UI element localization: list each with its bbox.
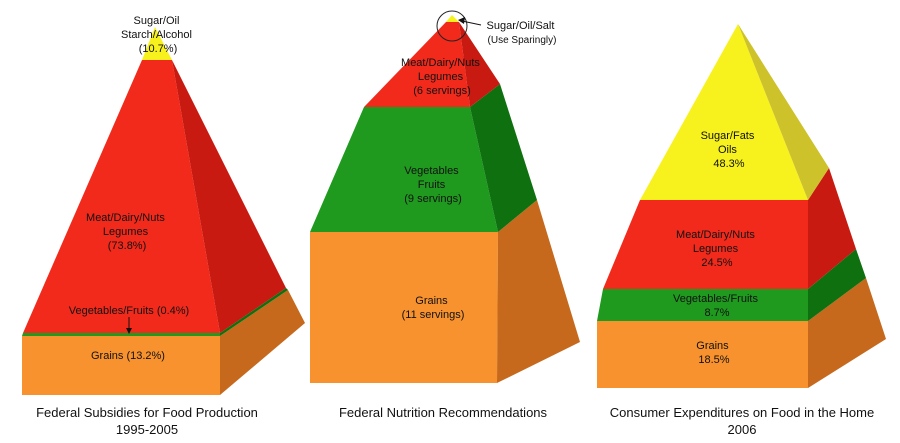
p2-sugar-circle: [436, 10, 468, 42]
p2-grains-label: Grains (11 servings): [402, 295, 465, 321]
p1-meat-label: Meat/Dairy/Nuts Legumes (73.8%): [86, 212, 168, 252]
p1-veg-label: Vegetables/Fruits (0.4%): [69, 305, 189, 317]
p3-meat-label: Meat/Dairy/Nuts Legumes 24.5%: [676, 229, 758, 269]
p1-veg-front: [22, 333, 220, 336]
p2-sugar-arrowhead: [458, 17, 465, 24]
pyramid-consumer-expenditures: Sugar/Fats Oils 48.3% Meat/Dairy/Nuts Le…: [597, 24, 886, 437]
p3-grains-front: [597, 321, 808, 388]
p3-sugar-front: [640, 24, 808, 200]
p3-caption-line1: Consumer Expenditures on Food in the Hom…: [610, 405, 874, 420]
p1-grains-label: Grains (13.2%): [91, 350, 165, 362]
p3-meat-front: [603, 200, 808, 289]
p1-meat-side: [172, 60, 286, 333]
p1-grains-side: [220, 290, 305, 395]
p1-sugar-tip: [142, 27, 172, 60]
p3-veg-label: Vegetables/Fruits 8.7%: [673, 293, 761, 319]
p3-grains-side: [808, 278, 886, 388]
p2-sugar-label: Sugar/Oil/Salt (Use Sparingly): [487, 20, 558, 46]
p3-sugar-label: Sugar/Fats Oils 48.3%: [701, 130, 758, 170]
p3-caption-line2: 2006: [728, 422, 757, 437]
p1-sugar-label: Sugar/Oil Starch/Alcohol (10.7%): [121, 15, 195, 55]
p3-meat-side: [808, 168, 856, 289]
p1-veg-arrowhead: [126, 328, 132, 334]
p3-veg-side: [808, 249, 866, 321]
p2-sugar-arrow: [461, 20, 482, 26]
p3-veg-front: [597, 289, 808, 321]
p1-veg-side: [220, 288, 288, 336]
p1-caption-line2: 1995-2005: [116, 422, 178, 437]
p2-meat-front: [364, 22, 470, 107]
pyramid-nutrition-recommendations: Sugar/Oil/Salt (Use Sparingly) Meat/Dair…: [310, 10, 580, 420]
p2-sugar-tip: [446, 15, 459, 22]
p3-grains-label: Grains 18.5%: [696, 340, 731, 366]
p2-meat-side: [459, 22, 500, 107]
p2-veg-label: Vegetables Fruits (9 servings): [404, 165, 462, 205]
p1-meat-front: [23, 60, 220, 333]
p3-sugar-side: [738, 24, 829, 200]
p2-grains-front: [310, 232, 498, 383]
p2-meat-label: Meat/Dairy/Nuts Legumes (6 servings): [401, 57, 483, 97]
p2-veg-side: [470, 84, 537, 232]
p2-grains-side: [497, 200, 580, 383]
p2-caption: Federal Nutrition Recommendations: [339, 405, 548, 420]
pyramid-federal-subsidies: Sugar/Oil Starch/Alcohol (10.7%) Meat/Da…: [22, 15, 305, 437]
p1-grains-front: [22, 336, 220, 395]
p1-caption-line1: Federal Subsidies for Food Production: [36, 405, 258, 420]
p2-veg-front: [310, 107, 498, 232]
